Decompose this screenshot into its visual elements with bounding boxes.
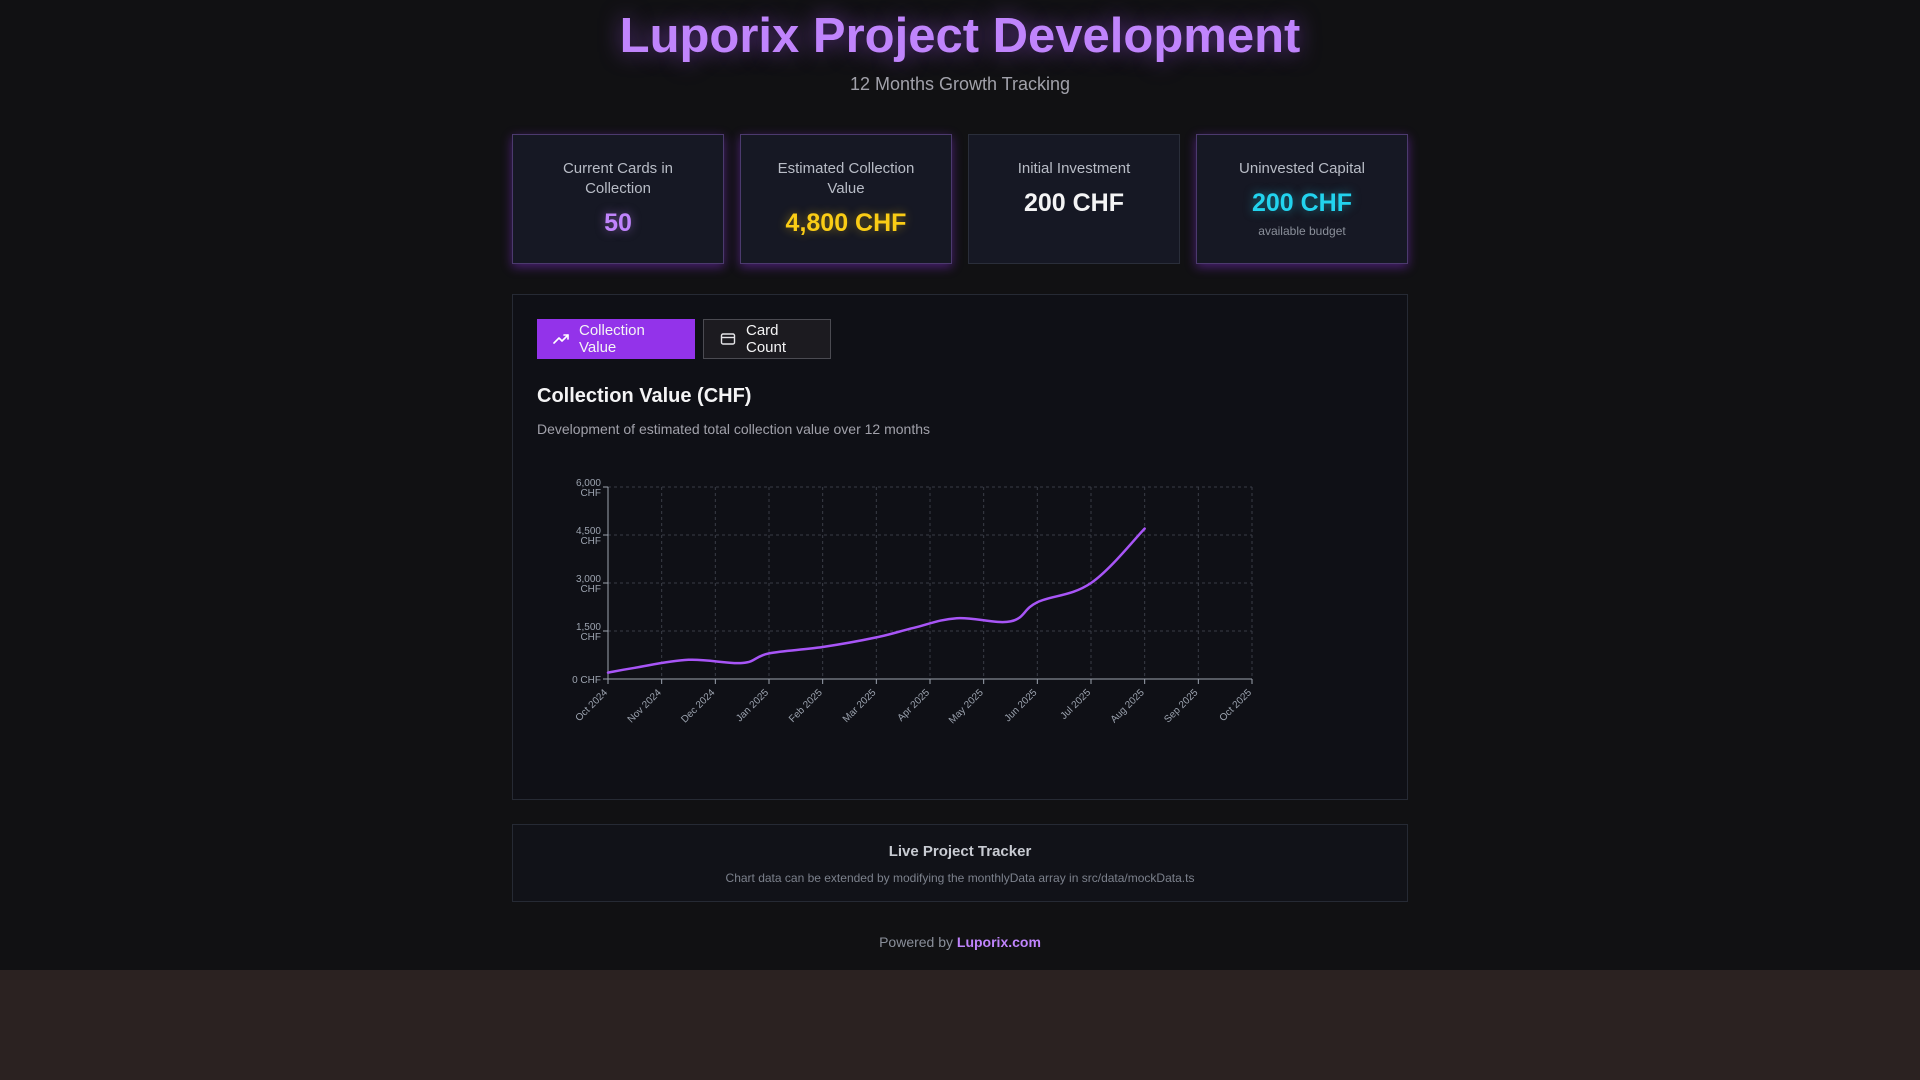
stat-card-uninvested-capital: Uninvested Capital 200 CHF available bud… — [1196, 134, 1408, 264]
stat-note: available budget — [1258, 224, 1346, 238]
tab-card-count[interactable]: Card Count — [703, 319, 831, 359]
tracker-title: Live Project Tracker — [888, 843, 1032, 860]
x-tick-label: Jan 2025 — [734, 687, 771, 724]
tab-collection-value[interactable]: Collection Value — [537, 319, 695, 359]
y-tick-label: 1,500 — [576, 622, 601, 633]
y-tick-label-unit: CHF — [580, 488, 601, 499]
y-tick-label: 4,500 — [576, 526, 601, 537]
series-line — [606, 527, 1146, 674]
x-tick-label: Feb 2025 — [787, 687, 825, 725]
tab-label: Card Count — [746, 322, 787, 356]
x-tick-label: Sep 2025 — [1162, 687, 1200, 725]
x-tick-label: Jul 2025 — [1059, 687, 1094, 722]
y-tick-label: 6,000 — [576, 478, 601, 489]
chart-title: Collection Value (CHF) — [537, 385, 752, 407]
stat-label: Initial Investment — [1017, 160, 1131, 177]
footer-link[interactable]: Luporix.com — [956, 934, 1041, 950]
chart-card: Collection Value Card Count Collection V… — [512, 294, 1408, 800]
x-tick-label: Nov 2024 — [626, 687, 664, 725]
trending-up-icon — [553, 331, 569, 347]
stat-value: 50 — [604, 209, 632, 237]
stat-value: 4,800 CHF — [785, 209, 907, 237]
y-tick-label: 3,000 — [576, 574, 601, 585]
stat-label: Estimated Collection Value — [777, 160, 915, 197]
stat-card-cards: Current Cards in Collection 50 — [512, 134, 724, 264]
chart-tabs: Collection Value Card Count — [537, 319, 831, 359]
stat-card-initial-investment: Initial Investment 200 CHF — [968, 134, 1180, 264]
x-tick-label: Apr 2025 — [896, 687, 933, 724]
credit-card-icon — [720, 331, 736, 347]
stat-label: Current Cards in Collection — [562, 160, 674, 197]
line-chart: 0 CHF1,500CHF3,000CHF4,500CHF6,000CHFOct… — [572, 478, 1255, 726]
x-tick-label: May 2025 — [947, 687, 986, 726]
stats-row: Current Cards in Collection 50 Estimated… — [512, 134, 1408, 264]
stat-value: 200 CHF — [1023, 189, 1125, 217]
y-tick-label-unit: CHF — [580, 632, 601, 643]
tab-label: Collection Value — [579, 322, 645, 356]
footer-prefix: Powered by — [879, 934, 954, 950]
x-tick-label: Mar 2025 — [841, 687, 879, 725]
y-tick-label-unit: CHF — [580, 584, 601, 595]
y-tick-label: 0 CHF — [572, 675, 601, 686]
page-body: Luporix Project Development 12 Months Gr… — [0, 0, 1920, 970]
footer: Powered by Luporix.com — [0, 934, 1920, 950]
stat-value: 200 CHF — [1251, 189, 1353, 217]
page-title: Luporix Project Development — [619, 9, 1301, 63]
x-tick-label: Aug 2025 — [1109, 687, 1147, 725]
x-tick-label: Oct 2025 — [1218, 687, 1255, 724]
tracker-note: Chart data can be extended by modifying … — [725, 871, 1195, 885]
x-tick-label: Dec 2024 — [679, 687, 717, 725]
x-tick-label: Oct 2024 — [574, 687, 611, 724]
stat-label: Uninvested Capital — [1239, 160, 1365, 177]
y-tick-label-unit: CHF — [580, 536, 601, 547]
page-subtitle: 12 Months Growth Tracking — [849, 74, 1071, 94]
x-tick-label: Jun 2025 — [1003, 687, 1040, 724]
stat-card-collection-value: Estimated Collection Value 4,800 CHF — [740, 134, 952, 264]
tracker-panel: Live Project Tracker Chart data can be e… — [512, 824, 1408, 902]
chart-description: Development of estimated total collectio… — [537, 421, 930, 437]
